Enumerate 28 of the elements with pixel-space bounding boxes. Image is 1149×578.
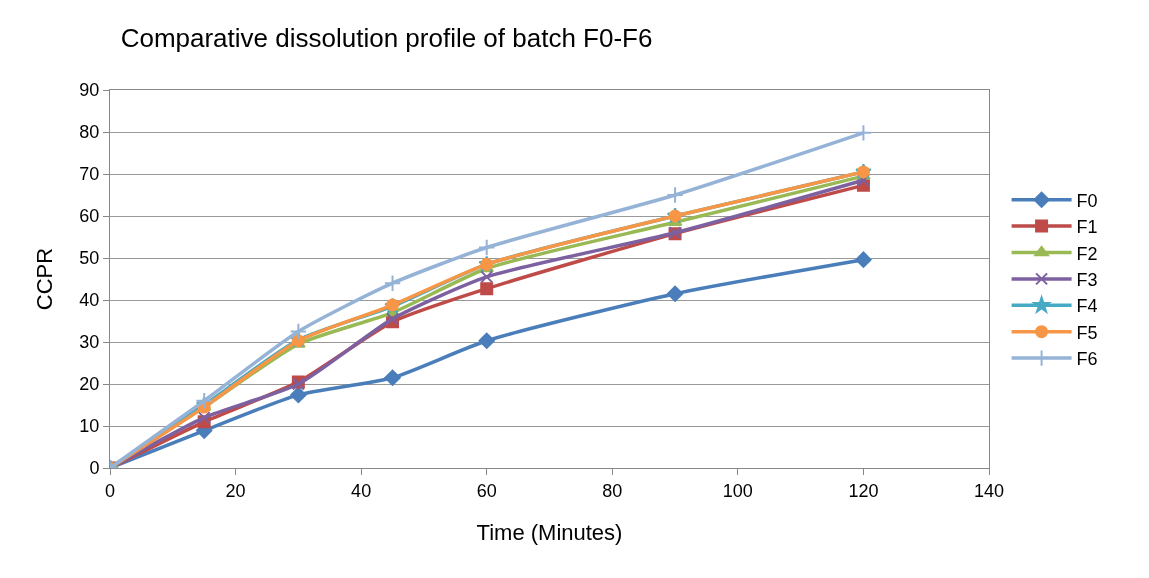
legend-label: F1: [1076, 217, 1098, 238]
legend-label: F4: [1076, 296, 1098, 317]
legend-label: F2: [1076, 243, 1098, 264]
x-tick-label: 20: [225, 480, 246, 501]
y-tick-label: 20: [79, 374, 100, 395]
x-tick-label: 60: [476, 480, 497, 501]
legend-label: F6: [1076, 349, 1098, 370]
x-tick-label: 40: [351, 480, 372, 501]
x-tick-label: 80: [602, 480, 623, 501]
y-tick-label: 50: [79, 248, 100, 269]
legend-label: F5: [1076, 322, 1098, 343]
y-tick-label: 70: [79, 164, 100, 185]
legend-label: F0: [1076, 190, 1098, 211]
x-tick-label: 100: [722, 480, 753, 501]
x-tick-label: 140: [973, 480, 1005, 501]
y-tick-label: 80: [79, 122, 100, 143]
x-tick-label: 120: [848, 480, 879, 501]
legend-label: F3: [1076, 269, 1098, 290]
y-axis-title: CCPR: [32, 247, 58, 311]
y-tick-label: 0: [89, 458, 100, 479]
y-tick-label: 10: [79, 416, 100, 437]
y-tick-label: 90: [79, 80, 100, 101]
y-tick-label: 30: [79, 332, 100, 353]
x-tick-label: 0: [104, 480, 116, 501]
y-tick-label: 60: [79, 206, 100, 227]
y-tick-label: 40: [79, 290, 100, 311]
x-axis-title: Time (Minutes): [476, 520, 623, 546]
chart-title: Comparative dissolution profile of batch F0-F6: [120, 23, 653, 54]
